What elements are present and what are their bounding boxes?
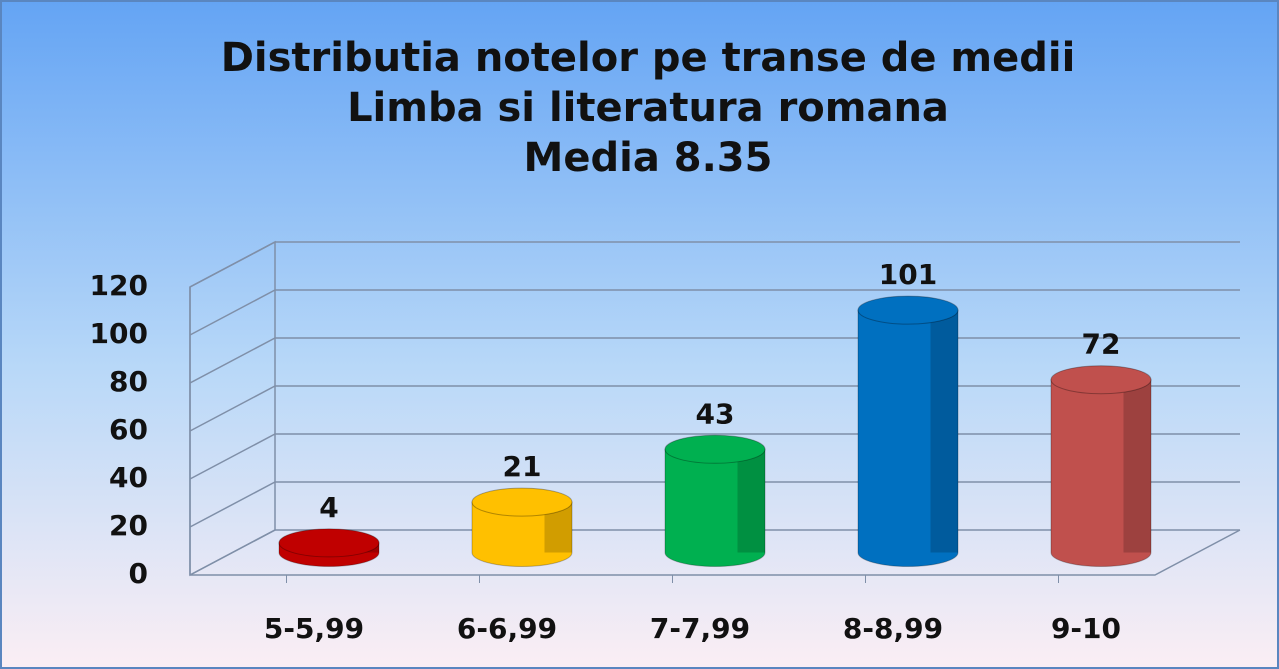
bar bbox=[471, 487, 573, 567]
x-tick-label: 8-8,99 bbox=[843, 612, 943, 645]
x-tick-label: 9-10 bbox=[1051, 612, 1121, 645]
y-tick-label: 40 bbox=[109, 461, 148, 494]
bar bbox=[1050, 365, 1152, 567]
bar-shade bbox=[1123, 379, 1151, 553]
bar-body bbox=[471, 501, 573, 567]
y-tick-label: 60 bbox=[109, 413, 148, 446]
bar-shade bbox=[737, 449, 765, 553]
chart-title: Media 8.35 bbox=[524, 135, 773, 181]
y-tick-label: 80 bbox=[109, 365, 148, 398]
grid-line bbox=[189, 241, 1240, 288]
bar-body bbox=[664, 448, 766, 567]
grid-line bbox=[189, 289, 1240, 336]
x-tick-label: 5-5,99 bbox=[264, 612, 364, 645]
chart-title: Distributia notelor pe transe de medii bbox=[221, 35, 1076, 81]
y-tick-label: 120 bbox=[90, 269, 148, 302]
bar-body bbox=[857, 309, 959, 567]
x-tick-label: 6-6,99 bbox=[457, 612, 557, 645]
bar-shade bbox=[930, 310, 958, 553]
floor-edge bbox=[190, 529, 1241, 576]
bar bbox=[664, 434, 766, 567]
bar-top bbox=[664, 434, 766, 464]
bar-top bbox=[471, 487, 573, 517]
bar bbox=[278, 528, 380, 567]
value-label: 43 bbox=[696, 397, 735, 430]
x-tick-label: 7-7,99 bbox=[650, 612, 750, 645]
bar-top bbox=[278, 528, 380, 558]
bar-top bbox=[1050, 365, 1152, 395]
bar-body bbox=[1050, 379, 1152, 567]
chart-title: Limba si literatura romana bbox=[347, 85, 949, 131]
value-label: 101 bbox=[879, 258, 937, 291]
y-tick-label: 0 bbox=[129, 557, 148, 590]
y-tick-label: 100 bbox=[90, 317, 148, 350]
value-label: 72 bbox=[1082, 328, 1121, 361]
bar-top bbox=[857, 295, 959, 325]
value-label: 4 bbox=[319, 491, 338, 524]
value-label: 21 bbox=[503, 450, 542, 483]
y-tick-label: 20 bbox=[109, 509, 148, 542]
bar bbox=[857, 295, 959, 567]
